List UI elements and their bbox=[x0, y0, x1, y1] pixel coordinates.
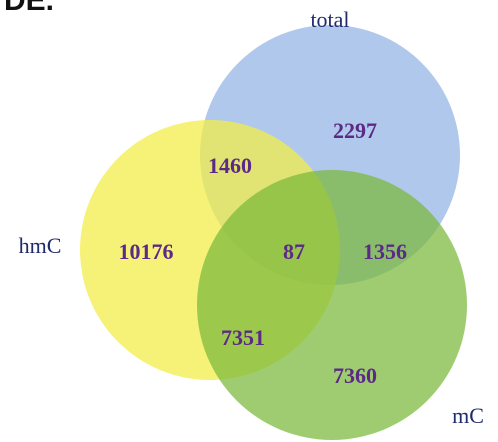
set-circle-mc bbox=[197, 170, 467, 440]
region-count: 10176 bbox=[119, 239, 174, 264]
region-count: 2297 bbox=[333, 118, 377, 143]
set-label: total bbox=[310, 7, 349, 32]
region-count: 1460 bbox=[208, 153, 252, 178]
region-count: 1356 bbox=[363, 239, 407, 264]
set-label: hmC bbox=[19, 233, 62, 258]
region-count: 7360 bbox=[333, 363, 377, 388]
set-label: mC bbox=[452, 403, 484, 428]
region-count: 87 bbox=[283, 239, 305, 264]
title: DE. bbox=[4, 0, 54, 17]
region-count: 7351 bbox=[221, 325, 265, 350]
